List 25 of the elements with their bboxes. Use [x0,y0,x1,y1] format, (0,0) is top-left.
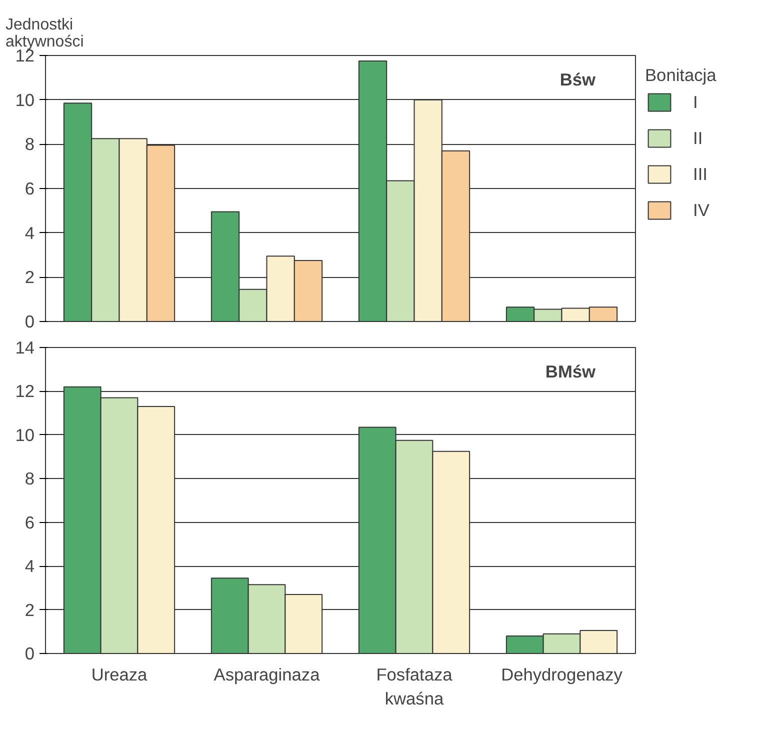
y-tick-label: 2 [24,267,35,288]
y-tick-label: 6 [24,512,35,532]
legend-title: Bonitacja [645,65,716,86]
y-tick-label: 4 [24,222,35,243]
legend-label: II [693,128,704,148]
y-tick-label: 6 [24,178,35,198]
legend-label: III [693,164,708,184]
y-tick-label: 8 [24,468,35,489]
annotation: BMśw [545,362,596,382]
y-tick-label: 4 [24,556,35,576]
x-tick-label: Fosfataza kwaśna [376,664,453,708]
x-tick-label: Dehydrogenazy [501,664,623,684]
x-tick-label: Ureaza [91,664,148,684]
y-tick-label: 2 [24,600,35,620]
x-tick-label: Asparaginaza [214,664,320,684]
y-tick-label: 10 [15,90,35,110]
annotation: Bśw [560,70,596,90]
y-tick-label: 14 [15,338,35,358]
legend-label: IV [693,200,710,220]
y-tick-label: 12 [15,381,35,402]
legend-label: I [693,92,699,112]
y-tick-label: 0 [24,644,35,664]
y-tick-label: 10 [15,424,35,445]
y-tick-label: 0 [24,312,35,332]
y-tick-label: 8 [24,134,35,154]
